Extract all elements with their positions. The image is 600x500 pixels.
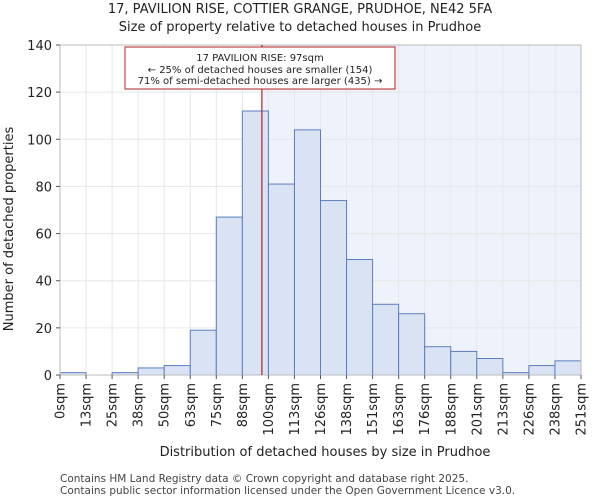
y-tick-label: 20	[35, 322, 52, 337]
chart-title: 17, PAVILION RISE, COTTIER GRANGE, PRUDH…	[108, 2, 492, 17]
x-tick-label: 88sqm	[236, 383, 251, 427]
y-tick-label: 100	[27, 133, 52, 148]
bar-188sqm	[450, 350, 478, 376]
bar-113sqm	[293, 129, 322, 376]
bar-163sqm	[398, 313, 426, 376]
y-tick-label: 0	[44, 369, 52, 384]
bar-201sqm	[476, 358, 504, 376]
x-axis-label: Distribution of detached houses by size …	[160, 445, 491, 460]
x-tick-label: 13sqm	[80, 383, 95, 427]
annotation-line-2: ← 25% of detached houses are smaller (15…	[148, 65, 373, 76]
bar-100sqm	[267, 183, 295, 376]
x-tick-label: 251sqm	[575, 383, 590, 436]
y-tick-label: 80	[35, 180, 52, 195]
x-tick-label: 138sqm	[340, 383, 355, 436]
chart-subtitle: Size of property relative to detached ho…	[119, 20, 481, 35]
annotation-line-1: 17 PAVILION RISE: 97sqm	[196, 53, 323, 64]
bar-38sqm	[137, 367, 165, 376]
bar-226sqm	[528, 365, 556, 376]
footer-line-2: Contains public sector information licen…	[60, 485, 515, 497]
annotation-box	[124, 46, 396, 90]
bar-63sqm	[189, 329, 217, 376]
bar-75sqm	[215, 216, 243, 376]
bar-88sqm	[241, 110, 269, 376]
bar-176sqm	[424, 346, 452, 376]
bar-238sqm	[554, 360, 582, 376]
x-tick-label: 151sqm	[366, 383, 381, 436]
bar-138sqm	[346, 259, 374, 376]
x-tick-label: 188sqm	[444, 383, 459, 436]
x-tick-label: 113sqm	[288, 383, 303, 436]
x-tick-label: 25sqm	[106, 383, 121, 427]
bar-126sqm	[320, 200, 348, 376]
bar-50sqm	[163, 365, 191, 376]
x-tick-label: 238sqm	[548, 383, 563, 436]
y-tick-label: 140	[27, 39, 52, 54]
y-tick-label: 60	[35, 228, 52, 243]
y-axis-label: Number of detached properties	[2, 127, 17, 332]
x-tick-label: 38sqm	[132, 383, 147, 427]
x-tick-label: 176sqm	[418, 383, 433, 436]
annotation-line-3: 71% of semi-detached houses are larger (…	[138, 76, 383, 87]
x-axis-ticks: 0sqm 13sqm 25sqm 38sqm 50sqm 63sqm 75sqm 88sqm 1…	[54, 375, 590, 436]
y-tick-label: 40	[35, 275, 52, 290]
x-tick-label: 163sqm	[392, 383, 407, 436]
bar-151sqm	[372, 303, 400, 376]
x-tick-label: 226sqm	[522, 383, 537, 436]
x-tick-label: 213sqm	[496, 383, 511, 436]
y-axis-ticks: 0 20 40 60 80 100 120 140	[27, 39, 60, 384]
x-tick-label: 63sqm	[184, 383, 199, 427]
x-tick-label: 0sqm	[54, 383, 69, 419]
x-tick-label: 50sqm	[158, 383, 173, 427]
footer-line-1: Contains HM Land Registry data © Crown c…	[60, 473, 468, 485]
x-tick-label: 75sqm	[210, 383, 225, 427]
y-tick-label: 120	[27, 86, 52, 101]
x-tick-label: 201sqm	[470, 383, 485, 436]
x-tick-label: 126sqm	[314, 383, 329, 436]
x-tick-label: 100sqm	[262, 383, 277, 436]
